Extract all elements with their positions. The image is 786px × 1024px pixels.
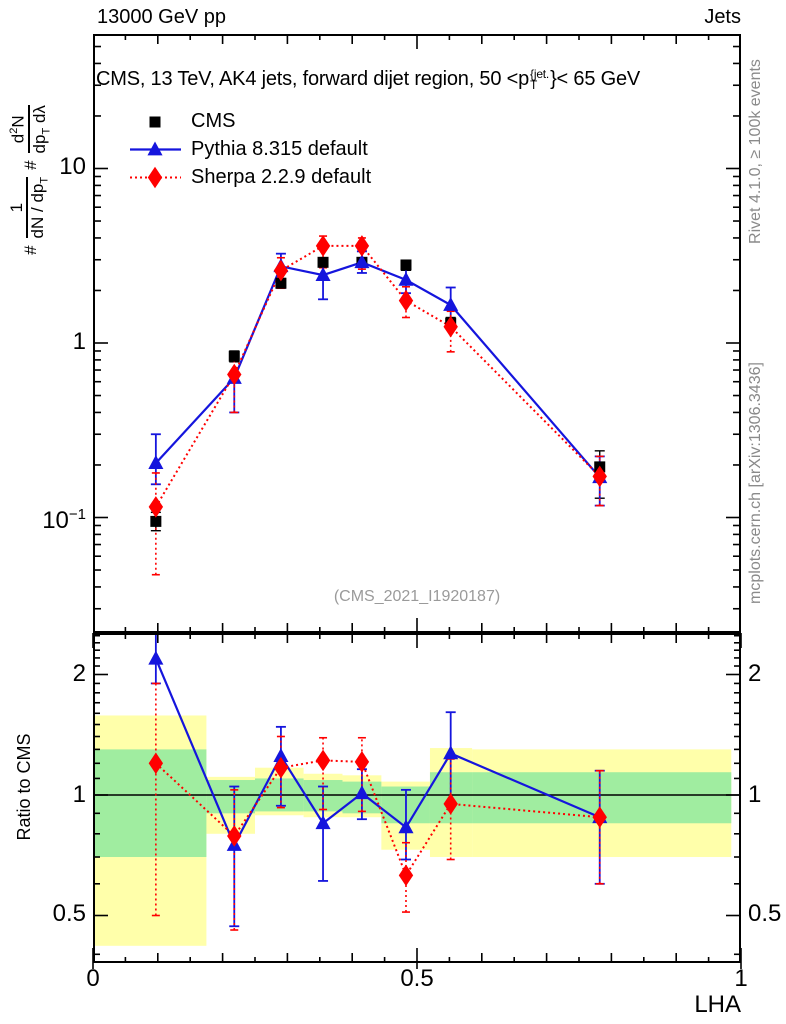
ylabel-fraction-2: d2N dpT dλ [8,105,53,154]
x-tick-label-0: 0 [86,965,100,992]
plot-title: CMS, 13 TeV, AK4 jets, forward dijet reg… [96,68,640,91]
ratio-y-tick-label-2-left: 2 [72,660,86,687]
legend-label-pythia: Pythia 8.315 default [191,138,368,160]
mcplots-reference-note: mcplots.cern.ch [arXiv:1306.3436] [747,362,764,604]
rivet-version-note: Rivet 4.1.0, ≥ 100k events [747,59,764,244]
plot-title-sup: {jet. [530,66,550,81]
plot-title-text: CMS, 13 TeV, AK4 jets, forward dijet reg… [96,68,530,90]
legend-label-sherpa: Sherpa 2.2.9 default [191,166,372,188]
ratio-plot-panel [92,633,742,969]
main-y-tick-label-1: 1 [72,328,86,355]
plot-title-supsub: {jet. T [530,66,550,92]
legend-label-cms: CMS [191,110,236,132]
analysis-id-watermark: (CMS_2021_I1920187) [333,588,501,605]
ylabel-fraction-1: 1 dN / dpT [7,176,51,239]
ratio-y-tick-label-2-right: 2 [748,660,762,687]
ratio-y-tick-label-0.5-left: 0.5 [52,900,86,927]
ratio-y-tick-label-1-left: 1 [72,781,86,808]
ratio-y-tick-label-0.5-right: 0.5 [748,900,782,927]
ratio-y-axis-label: Ratio to CMS [14,733,34,841]
x-tick-label-1: 1 [734,965,748,992]
main-y-tick-label-10: 10 [59,153,86,180]
ylabel-hash-1: # [21,245,40,255]
beam-energy-label: 13000 GeV pp [97,6,226,28]
plot-title-suffix: }< 65 GeV [550,68,641,90]
main-plot-panel [93,34,741,633]
analysis-group-label: Jets [704,6,741,28]
x-tick-label-0.5: 0.5 [400,965,434,992]
main-y-tick-label-0.1: 10−1 [42,506,86,534]
x-axis-label: LHA [694,991,741,1018]
main-y-axis-label: # 1 dN / dpT # d2N dpT dλ [2,45,60,315]
plot-title-sub: T [530,77,538,92]
ratio-y-tick-label-1-right: 1 [748,781,762,808]
